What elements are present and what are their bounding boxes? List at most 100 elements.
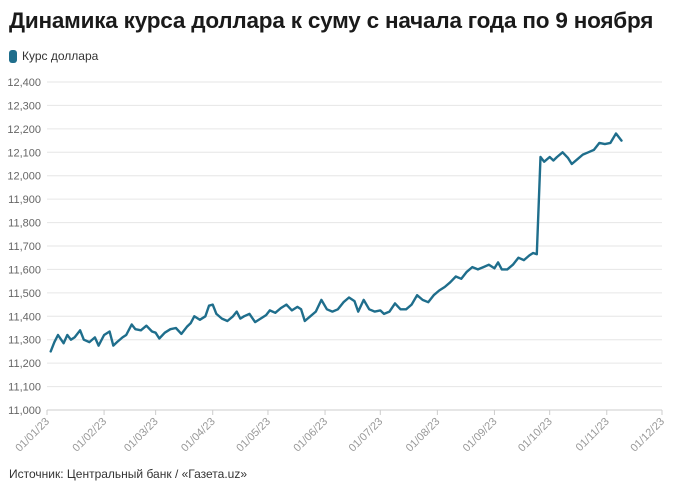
data-point xyxy=(158,337,161,340)
data-point xyxy=(232,315,234,318)
data-point xyxy=(290,309,293,312)
data-point xyxy=(62,342,65,345)
source-note: Источник: Центральный банк / «Газета.uz» xyxy=(9,467,248,481)
data-point xyxy=(348,296,350,299)
data-point xyxy=(331,310,334,313)
data-point xyxy=(471,266,474,268)
data-point xyxy=(130,323,133,326)
data-point xyxy=(497,261,500,264)
y-tick-label: 11,100 xyxy=(8,382,41,394)
data-point xyxy=(140,329,142,332)
x-tick-label: 01/07/23 xyxy=(347,416,386,455)
data-point xyxy=(394,302,396,305)
data-point xyxy=(543,160,546,163)
legend-label: Курс доллара xyxy=(22,49,99,63)
data-point xyxy=(539,156,542,158)
data-point xyxy=(296,306,299,308)
data-point xyxy=(53,341,56,343)
x-tick-label: 01/02/23 xyxy=(70,416,109,455)
data-point xyxy=(193,315,196,318)
y-tick-label: 11,300 xyxy=(8,335,41,347)
y-tick-label: 11,600 xyxy=(8,264,41,276)
y-tick-label: 11,200 xyxy=(8,358,41,370)
data-point xyxy=(82,338,85,341)
data-point xyxy=(506,268,509,271)
x-tick-label: 01/04/23 xyxy=(179,416,218,455)
data-point xyxy=(303,320,306,322)
data-point xyxy=(517,256,520,259)
data-point xyxy=(279,307,282,309)
data-point xyxy=(211,303,214,306)
data-point xyxy=(421,298,424,301)
chart-title: Динамика курса доллара к суму с начала г… xyxy=(9,8,654,33)
data-point xyxy=(500,268,503,271)
data-point xyxy=(511,263,514,266)
x-tick-label: 01/03/23 xyxy=(122,416,161,455)
data-point xyxy=(73,336,76,339)
data-point xyxy=(615,132,617,135)
data-point xyxy=(576,158,579,161)
data-point xyxy=(454,275,457,278)
data-point xyxy=(342,301,345,304)
data-point xyxy=(186,325,188,328)
data-point xyxy=(66,334,69,336)
data-point xyxy=(235,310,238,313)
data-point xyxy=(309,315,312,318)
x-tick-label: 01/10/23 xyxy=(516,416,555,455)
data-point xyxy=(174,327,177,329)
data-point xyxy=(49,350,52,353)
data-point xyxy=(567,157,569,160)
y-tick-label: 11,800 xyxy=(8,218,41,230)
data-point xyxy=(248,313,251,315)
x-tick-label: 01/11/23 xyxy=(574,416,612,454)
data-point xyxy=(151,330,153,333)
data-point xyxy=(476,268,479,271)
y-tick-label: 12,400 xyxy=(7,77,41,89)
data-point xyxy=(379,309,382,312)
data-point xyxy=(88,341,91,343)
data-point xyxy=(598,142,601,144)
data-point xyxy=(373,310,376,313)
y-tick-label: 11,900 xyxy=(8,194,41,206)
data-point xyxy=(592,149,595,151)
data-point xyxy=(108,330,111,333)
legend-swatch xyxy=(9,49,17,63)
data-point xyxy=(243,315,245,318)
data-point xyxy=(134,328,137,331)
data-point xyxy=(383,313,385,315)
data-point xyxy=(325,308,328,311)
data-point xyxy=(362,298,365,301)
data-point xyxy=(357,310,360,313)
y-tick-label: 11,700 xyxy=(8,241,41,253)
data-point xyxy=(443,286,446,288)
data-point xyxy=(221,317,223,320)
data-point xyxy=(268,309,271,312)
data-point xyxy=(570,163,573,165)
data-point xyxy=(265,314,268,317)
data-point xyxy=(460,277,463,280)
data-point xyxy=(561,151,564,154)
x-tick-label: 01/01/23 xyxy=(13,416,52,455)
data-point xyxy=(535,253,538,256)
x-tick-label: 01/12/23 xyxy=(628,416,667,455)
data-point xyxy=(116,341,118,343)
data-point xyxy=(427,301,430,304)
x-tick-label: 01/08/23 xyxy=(404,416,443,455)
y-tick-label: 12,100 xyxy=(7,147,41,159)
data-point xyxy=(169,328,172,331)
data-point xyxy=(274,311,277,314)
data-point xyxy=(528,254,531,257)
data-point xyxy=(112,344,115,347)
data-point xyxy=(587,151,590,154)
data-point xyxy=(548,156,551,158)
data-point xyxy=(320,298,323,301)
legend: Курс доллара xyxy=(9,49,98,63)
data-point xyxy=(552,159,555,162)
data-point xyxy=(239,317,242,320)
data-point xyxy=(416,294,419,297)
data-point xyxy=(208,304,210,307)
data-point xyxy=(604,143,606,145)
data-point xyxy=(405,308,407,311)
data-point xyxy=(388,310,391,313)
